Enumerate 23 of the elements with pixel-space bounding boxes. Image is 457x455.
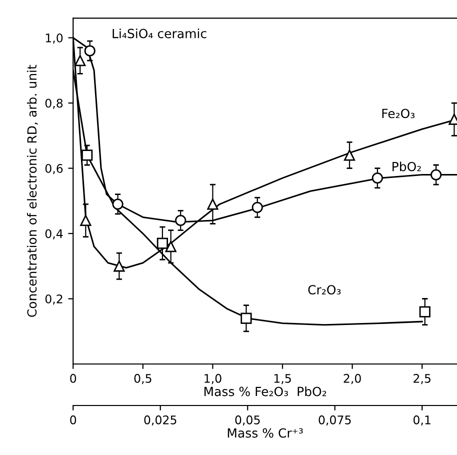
x-tick-label: 0,5 [134,374,152,384]
x2-tick-label: 0,075 [318,415,351,426]
y-tick-label: 0,2 [45,294,62,305]
y-tick-label: 0,8 [45,98,63,109]
x2-tick-label: 0 [70,415,76,424]
x-tick-label: 2,5 [414,374,430,384]
series-label: PbO₂ [392,162,421,172]
x-axis-title: Mass % Fe₂O₃ PbO₂ [204,386,326,396]
x-tick-label: 1,5 [274,374,291,384]
series-label: Fe₂O₃ [382,108,415,118]
y-tick-label: 0,4 [45,229,63,240]
x-tick-label: 0 [70,374,76,383]
x2-tick-label: 0,05 [235,415,260,426]
y-axis-title: Concentration of electronic RD, arb. unit [26,64,38,317]
y-tick-label: 1,0 [46,33,63,44]
y-tick-label: 0,6 [45,164,63,174]
text: Cr₂O₃ [308,285,341,294]
x-tick-label: 1,0 [204,374,222,384]
annotation: Li₄SiO₄ ceramic [112,28,206,38]
x-tick-label: 2,0 [344,374,361,384]
x2-axis-title: Mass % Cr⁺³ [228,428,303,438]
x2-tick-label: 0,1 [413,415,430,426]
x2-tick-label: 0,025 [144,415,176,426]
